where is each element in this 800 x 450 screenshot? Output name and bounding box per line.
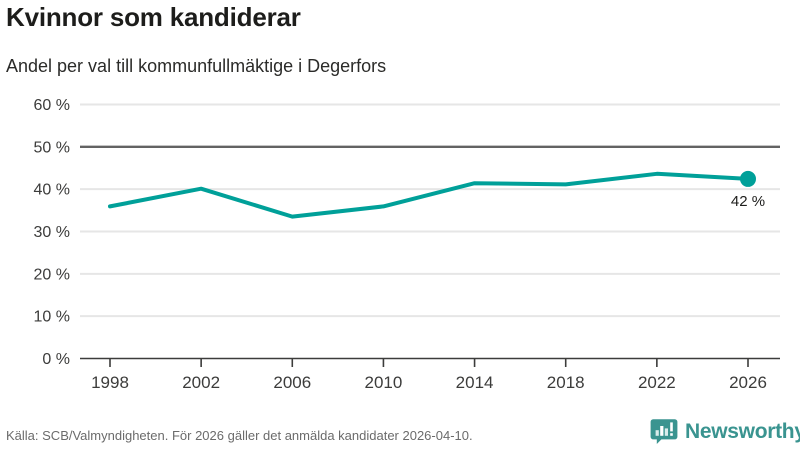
y-axis-tick-labels: 0 % 10 % 20 % 30 % 40 % 50 % 60 %	[34, 97, 70, 368]
x-axis-tick-labels: 1998 2002 2006 2010 2014 2018 2022 2026	[91, 373, 767, 392]
gridlines	[80, 103, 780, 318]
x-axis-tick-label: 2002	[182, 373, 220, 392]
y-axis-tick-label: 60 %	[34, 97, 70, 114]
page-title: Kvinnor som kandiderar	[6, 2, 301, 32]
y-axis-tick-label: 40 %	[34, 182, 70, 199]
y-axis-tick-label: 20 %	[34, 266, 70, 283]
data-series-line	[108, 171, 750, 219]
x-axis-tick-label: 2026	[729, 373, 767, 392]
newsworthy-wordmark: Newsworthy	[685, 419, 800, 443]
newsworthy-logo[interactable]: Newsworthy	[650, 416, 800, 446]
bar-chart-speech-bubble-icon	[650, 417, 678, 445]
x-axis-tick-label: 2014	[456, 373, 494, 392]
y-axis-tick-label: 0 %	[42, 351, 70, 368]
source-note: Källa: SCB/Valmyndigheten. För 2026 gäll…	[6, 428, 473, 443]
x-axis-ticks	[109, 358, 749, 367]
x-axis-tick-label: 2006	[273, 373, 311, 392]
data-point-label-2026: 42 %	[731, 193, 765, 210]
x-axis-tick-label: 2022	[638, 373, 676, 392]
y-axis-tick-label: 30 %	[34, 224, 70, 241]
x-axis-tick-label: 2010	[365, 373, 403, 392]
x-axis-tick-label: 2018	[547, 373, 585, 392]
x-axis-tick-label: 1998	[91, 373, 129, 392]
data-point-marker-2026	[740, 170, 756, 187]
chart-subtitle: Andel per val till kommunfullmäktige i D…	[6, 56, 387, 76]
y-axis-tick-label: 10 %	[34, 309, 70, 326]
y-axis-tick-label: 50 %	[34, 139, 70, 156]
